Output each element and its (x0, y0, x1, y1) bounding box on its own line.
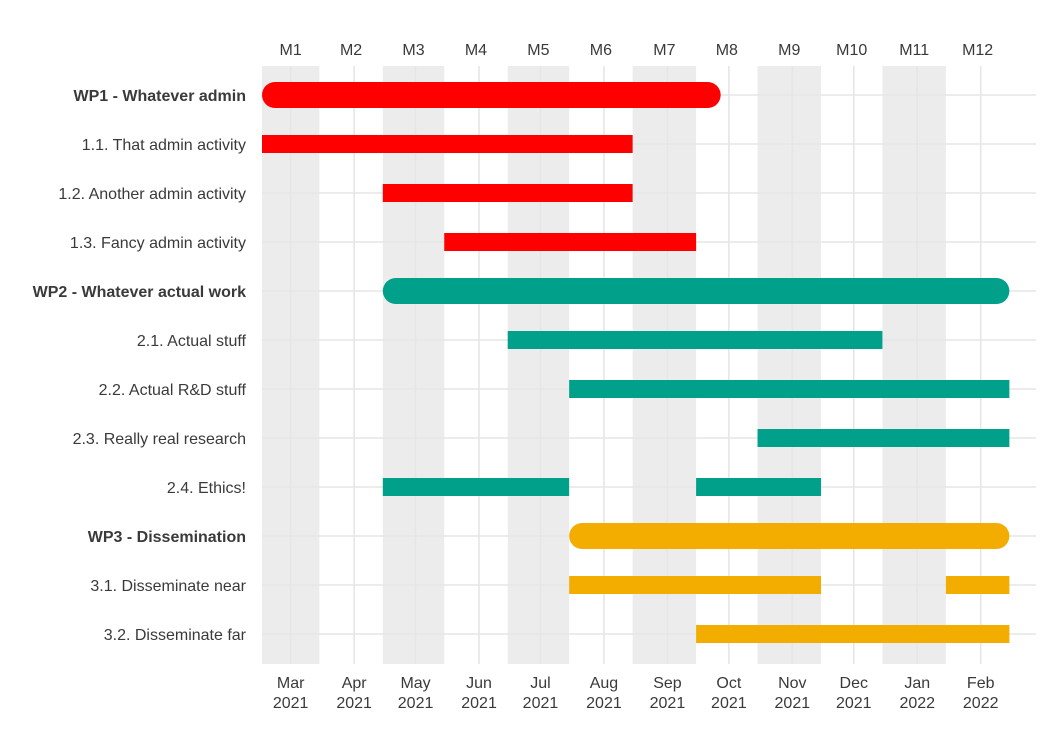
month-shade-band (757, 66, 821, 664)
month-number-label: M9 (778, 42, 800, 59)
task-bar (382, 184, 633, 202)
alternating-month-shading (262, 66, 946, 664)
task-labels: WP1 - Whatever admin 1.1. That admin acti… (33, 88, 247, 644)
month-number-label: M3 (402, 42, 424, 59)
x-tick-year-label: 2022 (963, 695, 999, 712)
x-tick-year-label: 2021 (273, 695, 309, 712)
x-tick-year-label: 2021 (523, 695, 559, 712)
month-number-label: M10 (836, 42, 867, 59)
month-shade-band (632, 66, 697, 664)
task-bar (262, 135, 633, 153)
work-package-label: WP3 - Dissemination (88, 529, 246, 546)
month-number-label: M2 (340, 42, 362, 59)
task-label: 1.1. That admin activity (82, 137, 246, 154)
task-label: 2.4. Ethics! (167, 480, 246, 497)
task-label: 1.2. Another admin activity (58, 186, 246, 203)
task-bar (507, 331, 883, 349)
month-shade-band (507, 66, 570, 664)
task-bar (945, 576, 1010, 594)
month-number-label: M1 (280, 42, 302, 59)
x-tick-month-label: Sep (653, 675, 682, 692)
month-number-label: M6 (590, 42, 612, 59)
task-bar (382, 478, 570, 496)
task-bar (696, 625, 1010, 643)
top-month-number-labels: M1 M2 M3 M4 M5 M6 M7 M8 M9 M10 M11 M12 (280, 42, 994, 59)
x-tick-month-label: Dec (840, 675, 868, 692)
task-bar (757, 429, 1010, 447)
x-tick-month-label: Jul (530, 675, 550, 692)
task-label: 3.1. Disseminate near (90, 578, 246, 595)
task-label: 1.3. Fancy admin activity (70, 235, 246, 252)
x-tick-year-label: 2021 (836, 695, 872, 712)
month-shade-band (382, 66, 445, 664)
x-tick-month-label: May (400, 675, 430, 692)
x-tick-year-label: 2021 (398, 695, 434, 712)
x-tick-year-label: 2021 (775, 695, 811, 712)
x-tick-month-label: Jun (466, 675, 492, 692)
x-tick-year-label: 2021 (711, 695, 747, 712)
x-tick-year-label: 2021 (461, 695, 497, 712)
task-bars (262, 82, 1010, 643)
month-number-label: M7 (653, 42, 675, 59)
x-tick-month-label: Mar (277, 675, 305, 692)
x-tick-year-label: 2021 (650, 695, 686, 712)
month-number-label: M5 (527, 42, 549, 59)
x-tick-year-label: 2022 (899, 695, 935, 712)
task-label: 3.2. Disseminate far (104, 627, 247, 644)
month-number-label: M4 (465, 42, 487, 59)
task-bar (569, 576, 821, 594)
x-tick-month-label: Feb (967, 675, 995, 692)
x-axis-date-labels: Mar 2021 Apr 2021 May 2021 Jun 2021 Jul 2021 Aug 20… (273, 675, 999, 712)
x-tick-month-label: Nov (778, 675, 806, 692)
x-tick-year-label: 2021 (336, 695, 372, 712)
task-bar (696, 478, 821, 496)
task-label: 2.1. Actual stuff (137, 333, 247, 350)
x-tick-month-label: Aug (590, 675, 618, 692)
x-tick-month-label: Jan (904, 675, 930, 692)
task-label: 2.3. Really real research (73, 431, 246, 448)
x-tick-month-label: Oct (716, 675, 741, 692)
x-tick-month-label: Apr (342, 675, 368, 692)
task-label: 2.2. Actual R&D stuff (99, 382, 247, 399)
month-number-label: M8 (716, 42, 738, 59)
month-shade-band (882, 66, 946, 664)
task-bar (444, 233, 697, 251)
month-number-label: M12 (962, 42, 993, 59)
x-tick-year-label: 2021 (586, 695, 622, 712)
work-package-label: WP2 - Whatever actual work (33, 284, 246, 301)
work-package-label: WP1 - Whatever admin (74, 88, 246, 105)
task-bar (569, 380, 1010, 398)
month-number-label: M11 (899, 42, 929, 59)
